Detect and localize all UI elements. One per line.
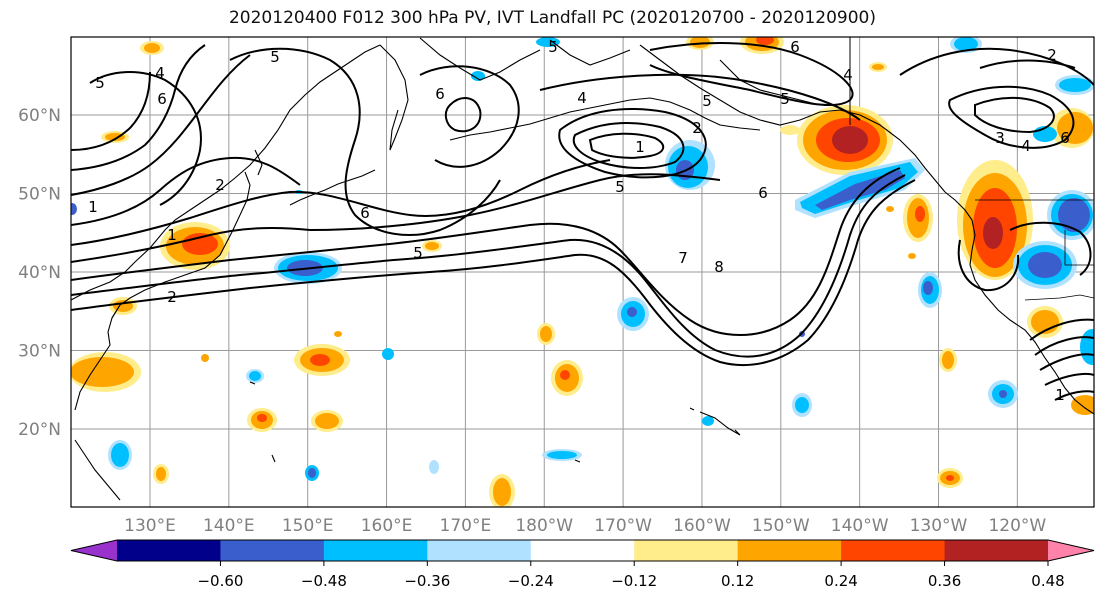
colorbar-tick-label: −0.48 — [301, 572, 347, 590]
longitude-label: 140°E — [203, 516, 255, 536]
colorbar-segment — [427, 540, 532, 561]
latitude-label: 60°N — [18, 106, 61, 126]
contour-label: 7 — [678, 249, 688, 267]
contour-label: 4 — [843, 66, 853, 84]
colorbar-tick-label: 0.48 — [1031, 572, 1064, 590]
longitude-label: 180°W — [515, 516, 573, 536]
longitude-label: 120°W — [988, 516, 1046, 536]
contour-label: 5 — [548, 38, 558, 56]
colorbar-tick-label: −0.36 — [404, 572, 450, 590]
contour-label: 6 — [360, 204, 370, 222]
colorbar-segment — [737, 540, 842, 561]
longitude-label: 160°E — [361, 516, 413, 536]
contour-label: 8 — [714, 258, 724, 276]
colorbar-outline — [70, 539, 1095, 562]
longitude-label: 170°W — [594, 516, 652, 536]
shaded-anomalies — [71, 37, 1094, 507]
contour-label: 1 — [167, 226, 177, 244]
coastlines — [71, 37, 1094, 501]
colorbar-tick-label: 0.12 — [721, 572, 754, 590]
longitude-label: 150°E — [282, 516, 334, 536]
colorbar-tick-label: −0.60 — [197, 572, 243, 590]
contour-label: 4 — [1021, 137, 1031, 155]
colorbar-extend-high — [1048, 540, 1094, 561]
contour-label: 5 — [413, 244, 423, 262]
longitude-label: 160°W — [673, 516, 731, 536]
map-frame — [70, 36, 1095, 508]
contour-label: 5 — [615, 178, 625, 196]
contour-label: 6 — [157, 90, 167, 108]
contour-label: 1 — [635, 138, 645, 156]
colorbar-tick-label: −0.12 — [611, 572, 657, 590]
colorbar-segment — [944, 540, 1049, 561]
colorbar-segment — [220, 540, 325, 561]
longitude-label: 170°E — [440, 516, 492, 536]
contour-label: 5 — [702, 92, 712, 110]
colorbar: −0.60 −0.48 −0.36 −0.24 −0.12 0.12 0.24 0.36 0.4… — [70, 539, 1095, 590]
contour-label: 4 — [155, 64, 165, 82]
contour-label: 2 — [1047, 46, 1057, 64]
colorbar-extend-low — [71, 540, 117, 561]
latitude-label: 40°N — [18, 263, 61, 283]
latitude-label: 50°N — [18, 185, 61, 205]
colorbar-segment — [117, 540, 221, 561]
latitude-label: 20°N — [18, 420, 61, 440]
contour-label: 3 — [995, 129, 1005, 147]
contour-label: 6 — [758, 184, 768, 202]
pv-contours — [71, 42, 1094, 401]
colorbar-segment — [841, 540, 946, 561]
longitude-label: 130°E — [124, 516, 176, 536]
longitude-label: 140°W — [831, 516, 889, 536]
contour-label: 5 — [95, 74, 105, 92]
colorbar-tick-label: 0.24 — [824, 572, 857, 590]
contour-label: 6 — [1060, 129, 1070, 147]
contour-label: 5 — [780, 90, 790, 108]
colorbar-segment — [634, 540, 739, 561]
latitude-labels: 60°N 50°N 40°N 30°N 20°N — [18, 106, 61, 440]
contour-label: 6 — [790, 38, 800, 56]
contour-label: 1 — [1055, 386, 1065, 404]
colorbar-segment — [530, 540, 635, 561]
colorbar-tick-label: 0.36 — [928, 572, 961, 590]
longitude-label: 130°W — [910, 516, 968, 536]
contour-label: 2 — [167, 288, 177, 306]
contour-label: 6 — [435, 85, 445, 103]
contour-label: 4 — [577, 89, 587, 107]
map-title: 2020120400 F012 300 hPa PV, IVT Landfall… — [228, 8, 876, 28]
longitude-label: 150°W — [752, 516, 810, 536]
colorbar-segment — [323, 540, 428, 561]
contour-label: 2 — [692, 119, 702, 137]
colorbar-tick-label: −0.24 — [508, 572, 554, 590]
latitude-label: 30°N — [18, 342, 61, 362]
contour-label: 5 — [270, 48, 280, 66]
contour-label: 2 — [215, 176, 225, 194]
longitude-labels: 130°E 140°E 150°E 160°E 170°E 180°W 170°W 160°W… — [124, 516, 1046, 536]
contour-label: 1 — [88, 198, 98, 216]
